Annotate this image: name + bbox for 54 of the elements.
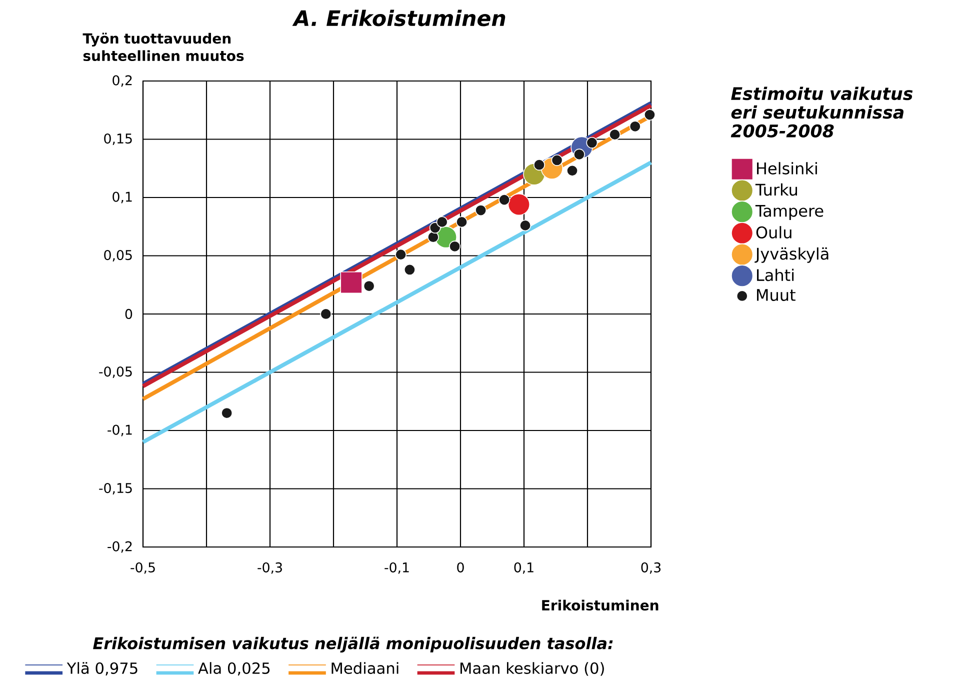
point: [340, 271, 362, 294]
y-tick-label: 0,15: [104, 134, 132, 145]
y-tick-label: -0,05: [99, 366, 132, 378]
legend-label: Lahti: [757, 268, 794, 282]
point: [551, 154, 563, 166]
legend-label: Mediaani: [332, 662, 398, 674]
point: [475, 204, 487, 216]
y-tick-label: 0,05: [104, 250, 132, 262]
legend-label: Maan keskiarvo (0): [460, 662, 604, 676]
legend-label: Tampere: [755, 204, 824, 220]
legend-label: Jyväskylä: [754, 247, 828, 263]
y-tick-label: 0,2: [112, 75, 132, 87]
point: [534, 159, 545, 171]
point: [574, 148, 585, 160]
legend-label: Ylä 0,975: [66, 662, 138, 676]
x-axis-title: Erikoistuminen: [542, 600, 658, 611]
point: [395, 248, 407, 260]
chart-title: A. Erikoistuminen: [292, 10, 506, 26]
point: [629, 120, 641, 132]
y-tick-label: -0,2: [108, 541, 132, 553]
legend-label: Oulu: [756, 226, 792, 238]
legend-title: Estimoitu vaikutus eri seutukunnissa 2005-2008: [730, 86, 913, 138]
legend-label: Helsinki: [757, 162, 817, 174]
point: [508, 193, 530, 216]
point: [404, 264, 416, 276]
point: [449, 240, 461, 252]
legend-label: Ala 0,025: [198, 662, 270, 676]
x-tick-label: -0,5: [130, 562, 155, 574]
y-axis-title: Työn tuottavuuden suhteellinen muutos: [82, 32, 244, 62]
point: [320, 308, 332, 320]
x-tick-label: 0: [457, 562, 464, 572]
point: [363, 280, 375, 292]
y-tick-label: 0: [125, 308, 132, 320]
x-tick-label: 0,3: [641, 562, 661, 574]
x-tick-label: 0,1: [514, 562, 534, 574]
text: Erikoistumisen vaikutus neljällä monipuolisuuden tasolla:: [93, 636, 613, 653]
x-tick-label: -0,1: [384, 562, 409, 574]
point: [427, 231, 439, 243]
point: [436, 216, 448, 228]
point: [456, 216, 468, 228]
y-tick-label: -0,1: [108, 424, 132, 436]
point: [566, 164, 578, 176]
point: [498, 194, 510, 206]
y-tick-label: -0,15: [99, 482, 132, 494]
point: [429, 222, 441, 234]
point: [520, 220, 531, 232]
point: [644, 109, 656, 121]
legend-label: Muut: [757, 289, 796, 302]
point: [221, 407, 233, 419]
point: [586, 136, 598, 148]
legend-label: Turku: [755, 183, 797, 196]
point: [609, 128, 621, 140]
y-tick-label: 0,1: [112, 192, 132, 204]
x-tick-label: -0,3: [258, 562, 282, 574]
